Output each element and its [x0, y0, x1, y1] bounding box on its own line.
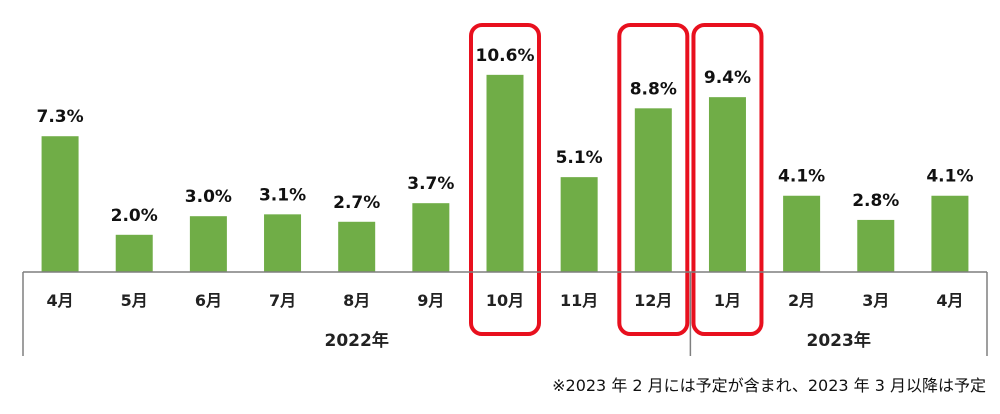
- bar-1: [41, 136, 79, 272]
- bar-4: [264, 214, 302, 272]
- value-label-7: 10.6%: [476, 46, 535, 66]
- highlight-box-3: [691, 23, 764, 336]
- x-axis: [22, 271, 988, 356]
- tick-label-8: 11月: [560, 291, 598, 310]
- year-label-1: 2022年: [325, 330, 389, 351]
- value-label-2: 2.0%: [111, 206, 158, 226]
- tick-label-2: 5月: [121, 291, 148, 310]
- value-label-5: 2.7%: [333, 193, 380, 213]
- footnote: ※2023 年 2 月には予定が含まれ、2023 年 3 月以降は予定: [552, 376, 986, 395]
- bar-8: [560, 177, 598, 272]
- year-label-2: 2023年: [807, 330, 871, 351]
- value-label-13: 4.1%: [926, 167, 973, 187]
- highlight-boxes: [469, 23, 764, 336]
- value-label-8: 5.1%: [556, 148, 603, 168]
- value-label-10: 9.4%: [704, 68, 751, 88]
- year-labels: 2022年 2023年: [325, 330, 871, 351]
- bar-3: [189, 216, 227, 272]
- bar-2: [115, 234, 153, 272]
- bar-12: [857, 219, 895, 272]
- tick-label-1: 4月: [47, 291, 74, 310]
- bar-7: [486, 74, 524, 272]
- bar-5: [338, 221, 376, 272]
- tick-label-10: 1月: [714, 291, 741, 310]
- value-label-12: 2.8%: [852, 191, 899, 211]
- tick-label-9: 12月: [634, 291, 672, 310]
- tick-label-13: 4月: [936, 291, 963, 310]
- bar-9: [634, 108, 672, 272]
- value-labels: 7.3% 2.0% 3.0% 3.1% 2.7% 3.7% 10.6% 5.1% 8.8% 9.4…: [36, 46, 973, 226]
- x-tick-labels: 4月 5月 6月 7月 8月 9月 10月 11月 12月 1月 2月 3月 4月: [47, 291, 964, 310]
- bar-13: [931, 195, 969, 272]
- tick-label-5: 8月: [343, 291, 370, 310]
- value-label-1: 7.3%: [36, 107, 83, 127]
- tick-label-3: 6月: [195, 291, 222, 310]
- value-label-3: 3.0%: [185, 187, 232, 207]
- highlight-box-1: [469, 23, 541, 336]
- highlight-box-2: [617, 23, 690, 336]
- value-label-4: 3.1%: [259, 185, 306, 205]
- tick-label-11: 2月: [788, 291, 815, 310]
- bar-chart: 7.3% 2.0% 3.0% 3.1% 2.7% 3.7% 10.6% 5.1% 8.8% 9.4…: [22, 23, 988, 356]
- value-label-6: 3.7%: [407, 174, 454, 194]
- bar-10: [708, 97, 746, 272]
- tick-label-7: 10月: [486, 291, 524, 310]
- tick-label-6: 9月: [417, 291, 444, 310]
- bar-11: [783, 195, 821, 272]
- value-label-9: 8.8%: [630, 79, 677, 99]
- value-label-11: 4.1%: [778, 167, 825, 187]
- tick-label-12: 3月: [862, 291, 889, 310]
- bar-6: [412, 203, 450, 272]
- tick-label-4: 7月: [269, 291, 296, 310]
- bars: [41, 74, 969, 272]
